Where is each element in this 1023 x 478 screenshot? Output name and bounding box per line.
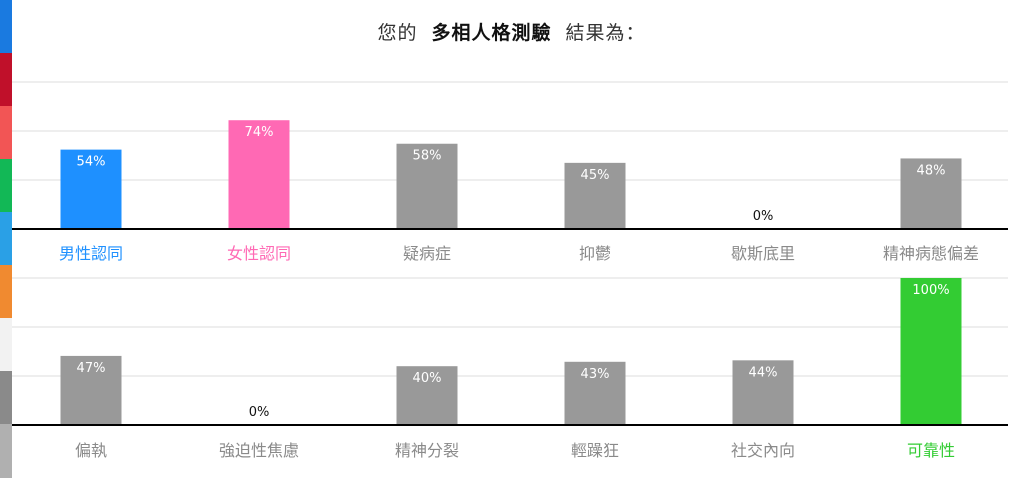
bar-value-label: 0% xyxy=(753,209,774,224)
category-label: 歇斯底里 xyxy=(731,244,795,263)
bar xyxy=(564,162,626,229)
bar xyxy=(396,366,458,425)
bar xyxy=(564,361,626,425)
category-label: 精神分裂 xyxy=(395,441,459,460)
title-suffix: 結果為： xyxy=(565,22,646,44)
bar-value-label: 100% xyxy=(912,283,949,298)
bar-value-label: 45% xyxy=(581,168,610,183)
color-strip xyxy=(0,0,12,478)
category-label: 強迫性焦慮 xyxy=(219,441,299,460)
title-test-name: 多相人格測驗 xyxy=(431,22,552,44)
bar xyxy=(396,143,458,229)
color-swatch xyxy=(0,424,12,478)
bar xyxy=(900,158,962,229)
bar-value-label: 48% xyxy=(917,163,946,178)
bar xyxy=(60,149,122,229)
bar-value-label: 0% xyxy=(249,405,270,420)
color-swatch xyxy=(0,371,12,425)
category-label: 偏執 xyxy=(75,441,107,460)
bar-value-label: 58% xyxy=(413,149,442,164)
page-title: 您的 多相人格測驗 結果為： xyxy=(0,18,1023,45)
bar-value-label: 54% xyxy=(77,155,106,170)
bar xyxy=(60,355,122,425)
color-swatch xyxy=(0,212,12,266)
bar-value-label: 43% xyxy=(581,367,610,382)
color-swatch xyxy=(0,265,12,319)
color-swatch xyxy=(0,0,12,54)
chart-panel-1: 54% 男性認同 74% 女性認同 58% 疑病症 45% 抑鬱 0% 歇斯底里 48% 精神病態偏差 xyxy=(12,81,1008,263)
color-swatch xyxy=(0,106,12,160)
bar-value-label: 74% xyxy=(245,125,274,140)
category-label: 可靠性 xyxy=(907,441,955,460)
color-swatch xyxy=(0,318,12,372)
category-label: 疑病症 xyxy=(403,244,451,263)
bar-value-label: 40% xyxy=(413,371,442,386)
bar xyxy=(900,278,962,425)
category-label: 輕躁狂 xyxy=(571,441,619,460)
title-prefix: 您的 xyxy=(377,22,418,44)
category-label: 抑鬱 xyxy=(579,244,611,263)
chart-panel-2: 47% 偏執 0% 強迫性焦慮 40% 精神分裂 43% 輕躁狂 44% 社交內向 100% 可靠性 xyxy=(12,277,1008,460)
bar-value-label: 47% xyxy=(77,361,106,376)
bar xyxy=(732,360,794,425)
color-swatch xyxy=(0,53,12,107)
category-label: 社交內向 xyxy=(731,441,795,460)
category-label: 女性認同 xyxy=(227,244,291,263)
category-label: 精神病態偏差 xyxy=(883,244,979,263)
bar xyxy=(228,120,290,229)
category-label: 男性認同 xyxy=(59,244,123,263)
bar-value-label: 44% xyxy=(749,365,778,380)
color-swatch xyxy=(0,159,12,213)
